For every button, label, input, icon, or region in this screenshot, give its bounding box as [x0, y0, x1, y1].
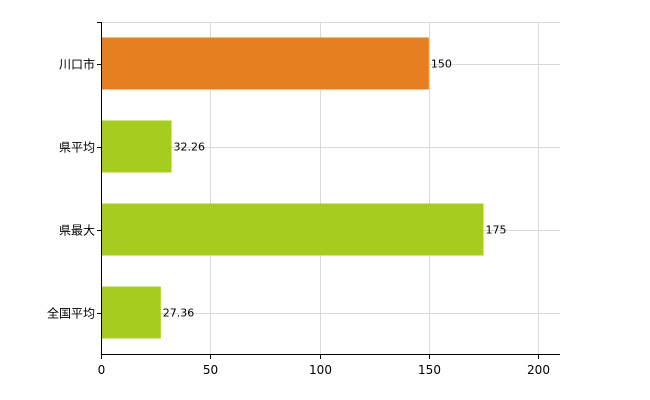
- x-tick-label: 0: [98, 363, 106, 377]
- x-tick-label: 150: [418, 363, 441, 377]
- bar: [101, 37, 429, 90]
- data-label: 27.36: [163, 307, 195, 320]
- y-tick-label: 県平均: [59, 141, 95, 155]
- y-tick-label: 県最大: [59, 224, 95, 238]
- data-label: 175: [486, 224, 507, 237]
- bar: [101, 203, 484, 256]
- bars: [101, 37, 484, 339]
- x-tick-label: 50: [203, 363, 218, 377]
- x-tick-label: 200: [527, 363, 550, 377]
- x-tick-label: 100: [309, 363, 332, 377]
- axes: [97, 22, 560, 359]
- bar: [101, 286, 161, 339]
- y-tick-label: 川口市: [59, 57, 95, 72]
- bar: [101, 120, 172, 173]
- data-label: 150: [431, 58, 452, 71]
- data-label: 32.26: [174, 141, 206, 154]
- y-tick-label: 全国平均: [47, 306, 95, 321]
